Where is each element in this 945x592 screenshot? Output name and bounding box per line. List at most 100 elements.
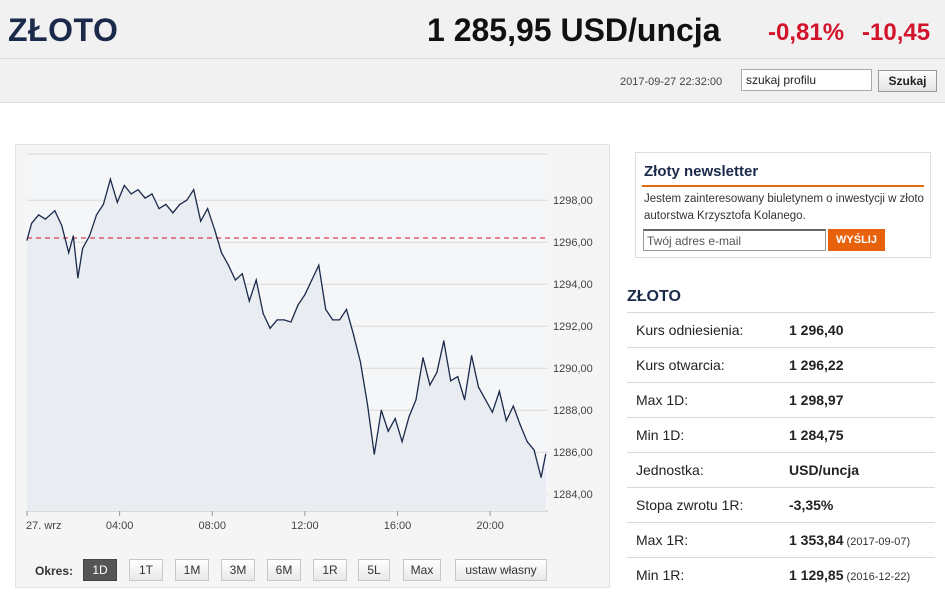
price-point — [290, 321, 291, 322]
y-tick-label: 1288,00 — [553, 405, 593, 417]
x-tick-label: 16:00 — [384, 520, 412, 532]
y-tick-label: 1286,00 — [553, 447, 593, 459]
price-point — [339, 319, 340, 320]
y-tick-label: 1292,00 — [553, 321, 593, 333]
newsletter-divider — [642, 185, 924, 187]
period-button-3m[interactable]: 3M — [221, 559, 255, 581]
stats-row: Kurs otwarcia:1 296,22 — [627, 348, 935, 383]
period-label: Okres: — [35, 564, 73, 578]
price-point — [145, 198, 146, 199]
stats-value: 1 296,40 — [789, 313, 935, 348]
stats-label: Kurs odniesienia: — [627, 313, 789, 348]
period-button-ustaw-własny[interactable]: ustaw własny — [455, 559, 547, 581]
stats-label: Kurs otwarcia: — [627, 348, 789, 383]
price-point — [38, 214, 39, 215]
price-point — [68, 252, 69, 253]
price-point — [214, 229, 215, 230]
x-tick-label: 20:00 — [476, 520, 504, 532]
newsletter-box: Złoty newsletter Jestem zainteresowany b… — [635, 152, 931, 258]
price-point — [96, 214, 97, 215]
stats-row: Kurs odniesienia:1 296,40 — [627, 313, 935, 348]
price-point — [485, 399, 486, 400]
price-point — [221, 252, 222, 253]
price-point — [26, 240, 27, 241]
stats-label: Max 1R: — [627, 523, 789, 558]
price-point — [110, 179, 111, 180]
price-point — [242, 273, 243, 274]
stats-label: Max 1D: — [627, 383, 789, 418]
price-point — [270, 328, 271, 329]
newsletter-description: Jestem zainteresowany biuletynem o inwes… — [644, 191, 924, 225]
price-point — [193, 189, 194, 190]
price-point — [61, 225, 62, 226]
y-tick-label: 1290,00 — [553, 363, 593, 375]
price-point — [304, 294, 305, 295]
stats-row: Max 1D:1 298,97 — [627, 383, 935, 418]
stats-row: Stopa zwrotu 1R:-3,35% — [627, 488, 935, 523]
price-point — [165, 204, 166, 205]
price-point — [179, 204, 180, 205]
price-point — [353, 334, 354, 335]
newsletter-title: Złoty newsletter — [644, 163, 758, 180]
price-point — [346, 309, 347, 310]
period-button-1d[interactable]: 1D — [83, 559, 117, 581]
period-button-5l[interactable]: 5L — [358, 559, 390, 581]
stats-label: Stopa zwrotu 1R: — [627, 488, 789, 523]
price-point — [117, 202, 118, 203]
period-button-6m[interactable]: 6M — [267, 559, 301, 581]
period-button-max[interactable]: Max — [403, 559, 441, 581]
stats-row: Max 1R:1 353,84 (2017-09-07) — [627, 523, 935, 558]
x-tick-label: 27. wrz — [26, 520, 61, 532]
stats-row: Jednostka:USD/uncja — [627, 453, 935, 488]
price-point — [492, 412, 493, 413]
price-point — [45, 219, 46, 220]
price-point — [374, 454, 375, 455]
newsletter-submit-button[interactable]: WYŚLIJ — [828, 229, 885, 251]
price-point — [499, 391, 500, 392]
price-point — [464, 399, 465, 400]
price-point — [513, 405, 514, 406]
period-button-1r[interactable]: 1R — [313, 559, 347, 581]
price-point — [124, 185, 125, 186]
price-point — [311, 279, 312, 280]
price-point — [172, 212, 173, 213]
price-point — [31, 223, 32, 224]
price-point — [541, 477, 542, 478]
price-point — [415, 399, 416, 400]
x-tick-label: 12:00 — [291, 520, 319, 532]
email-field[interactable] — [643, 229, 826, 251]
stats-label: Min 1D: — [627, 418, 789, 453]
price-point — [381, 410, 382, 411]
price-point — [388, 431, 389, 432]
price-point — [332, 319, 333, 320]
price-point — [263, 313, 264, 314]
price-point — [520, 424, 521, 425]
stats-note: (2017-09-07) — [844, 536, 911, 548]
x-tick-label: 04:00 — [106, 520, 134, 532]
price-point — [360, 361, 361, 362]
price-point — [89, 235, 90, 236]
price-point — [443, 340, 444, 341]
price-point — [545, 454, 546, 455]
price-point — [235, 279, 236, 280]
price-point — [131, 193, 132, 194]
stats-value: 1 296,22 — [789, 348, 935, 383]
period-button-1t[interactable]: 1T — [129, 559, 163, 581]
price-point — [506, 420, 507, 421]
stats-note: (2016-12-22) — [844, 571, 911, 583]
price-point — [457, 376, 458, 377]
price-point — [422, 357, 423, 358]
y-tick-label: 1294,00 — [553, 279, 593, 291]
price-point — [297, 305, 298, 306]
price-point — [256, 279, 257, 280]
price-point — [228, 265, 229, 266]
period-button-1m[interactable]: 1M — [175, 559, 209, 581]
stats-value: 1 353,84 (2017-09-07) — [789, 523, 935, 558]
price-point — [151, 193, 152, 194]
stats-title: ZŁOTO — [627, 288, 681, 306]
stats-value: USD/uncja — [789, 453, 935, 488]
price-point — [138, 189, 139, 190]
price-point — [478, 387, 479, 388]
y-tick-label: 1296,00 — [553, 237, 593, 249]
